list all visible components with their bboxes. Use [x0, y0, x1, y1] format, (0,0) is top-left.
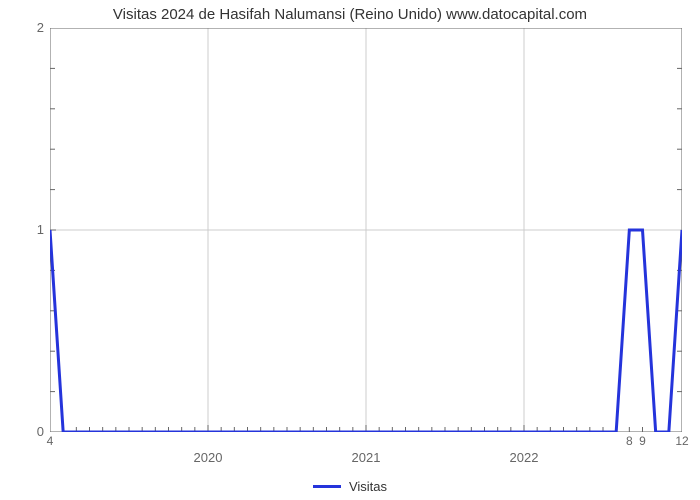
x-secondary-label: 4	[40, 434, 60, 448]
x-tick-label: 2022	[504, 450, 544, 465]
x-tick-label: 2021	[346, 450, 386, 465]
legend-label: Visitas	[349, 479, 387, 494]
x-secondary-label: 9	[633, 434, 653, 448]
chart-title: Visitas 2024 de Hasifah Nalumansi (Reino…	[0, 6, 700, 23]
chart-plot-area	[50, 28, 682, 432]
y-tick-label: 2	[14, 20, 44, 35]
chart-legend: Visitas	[0, 479, 700, 494]
y-tick-label: 1	[14, 222, 44, 237]
legend-swatch	[313, 485, 341, 488]
x-tick-label: 2020	[188, 450, 228, 465]
x-secondary-label: 12	[672, 434, 692, 448]
